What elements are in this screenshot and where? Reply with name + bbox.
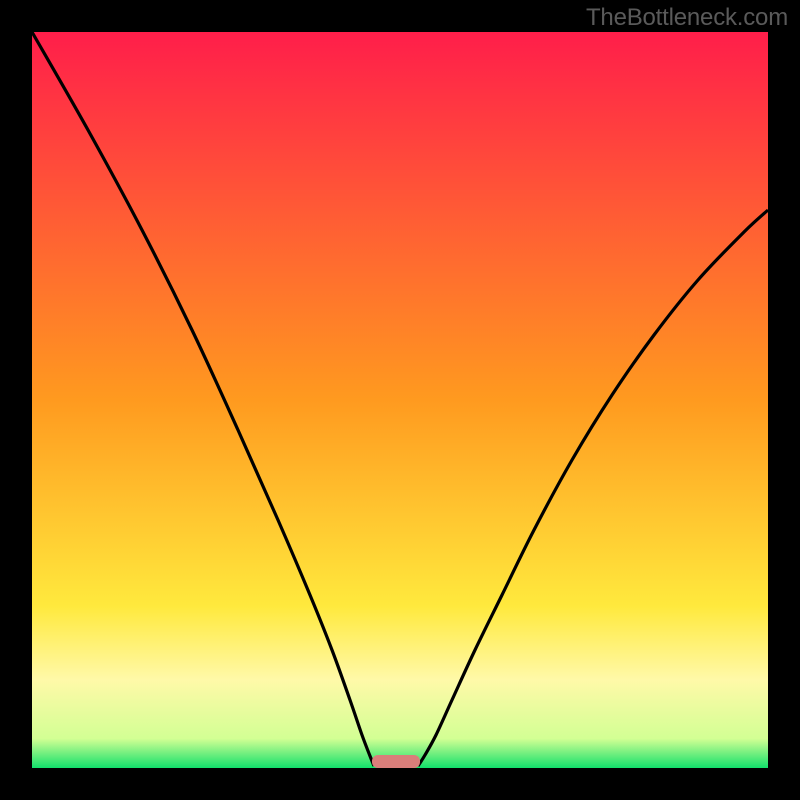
- curve-right: [418, 210, 768, 766]
- plot-area: [32, 32, 768, 768]
- chart-outer-frame: TheBottleneck.com: [0, 0, 800, 800]
- watermark-text: TheBottleneck.com: [586, 4, 788, 32]
- curve-left: [32, 32, 374, 766]
- bottleneck-marker: [372, 755, 420, 768]
- curves-svg: [32, 32, 768, 768]
